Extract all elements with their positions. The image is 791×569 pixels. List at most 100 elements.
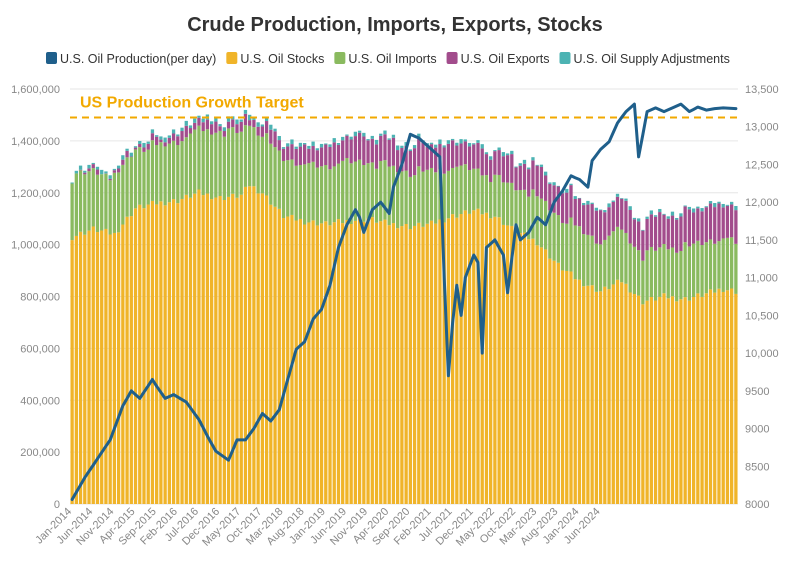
bar-imports	[721, 238, 725, 292]
bar-stocks	[467, 213, 472, 504]
bar-exports	[675, 219, 679, 253]
bar-exports	[404, 145, 408, 171]
bar-adjustments	[104, 171, 108, 174]
bar-stocks	[527, 239, 531, 504]
bar-imports	[459, 165, 463, 215]
bar-exports	[379, 135, 383, 161]
bar-exports	[620, 198, 624, 230]
bar-stocks	[734, 293, 738, 504]
bar-imports	[556, 215, 560, 263]
bar-adjustments	[412, 145, 417, 149]
bar-imports	[535, 196, 539, 246]
bar-adjustments	[459, 139, 463, 144]
bar-exports	[155, 136, 159, 146]
bar-imports	[531, 189, 535, 239]
bar-adjustments	[632, 217, 637, 220]
legend-item[interactable]: U.S. Oil Imports	[334, 52, 437, 66]
bar-exports	[514, 167, 518, 191]
bar-stocks	[531, 238, 535, 504]
bar-stocks	[121, 224, 125, 504]
bar-exports	[205, 119, 210, 130]
bar-exports	[586, 204, 590, 235]
bar-adjustments	[713, 203, 717, 208]
bar-exports	[645, 218, 649, 251]
bar-adjustments	[319, 143, 324, 148]
bar-imports	[577, 226, 582, 280]
bar-imports	[480, 175, 484, 215]
bar-imports	[518, 190, 522, 234]
bar-stocks	[717, 288, 721, 504]
bar-adjustments	[480, 144, 484, 149]
bar-stocks	[138, 204, 142, 504]
bar-imports	[510, 182, 514, 226]
bar-imports	[408, 176, 412, 230]
bar-stocks	[332, 222, 336, 504]
bar-imports	[193, 129, 197, 194]
bar-imports	[260, 136, 265, 194]
bar-exports	[730, 204, 734, 238]
bar-adjustments	[100, 169, 104, 175]
bar-stocks	[620, 282, 624, 504]
bar-stocks	[142, 208, 146, 504]
bar-exports	[649, 214, 653, 247]
bar-exports	[133, 147, 138, 150]
legend-item[interactable]: U.S. Oil Stocks	[226, 52, 324, 66]
legend-item[interactable]: U.S. Oil Exports	[446, 52, 550, 66]
bar-stocks	[539, 247, 544, 504]
bar-stocks	[463, 210, 467, 504]
bar-adjustments	[70, 182, 74, 184]
bar-stocks	[383, 219, 387, 504]
bar-imports	[730, 237, 734, 289]
bar-imports	[442, 173, 446, 223]
right-axis-tick: 9000	[745, 424, 769, 436]
bar-adjustments	[417, 133, 421, 139]
bar-stocks	[535, 245, 539, 504]
bar-exports	[467, 146, 472, 171]
bar-stocks	[425, 223, 429, 504]
bar-adjustments	[641, 229, 645, 231]
bar-imports	[463, 164, 467, 211]
bar-stocks	[725, 290, 730, 504]
bar-stocks	[565, 270, 569, 504]
bar-stocks	[653, 300, 658, 504]
bar-adjustments	[531, 157, 535, 161]
bar-adjustments	[620, 198, 624, 199]
bar-exports	[319, 147, 324, 167]
bar-adjustments	[539, 164, 544, 167]
left-axis-tick: 800,000	[20, 292, 60, 304]
bar-adjustments	[277, 136, 281, 141]
bar-imports	[598, 244, 603, 292]
bar-stocks	[666, 298, 670, 504]
bar-stocks	[252, 186, 256, 504]
bar-imports	[100, 174, 104, 231]
bar-stocks	[264, 195, 269, 504]
bar-imports	[582, 234, 586, 287]
bar-adjustments	[666, 216, 670, 219]
bar-imports	[632, 246, 637, 295]
bar-imports	[548, 210, 552, 259]
bar-exports	[235, 124, 239, 133]
right-axis-tick: 11,500	[745, 235, 778, 247]
bar-exports	[691, 212, 696, 244]
bar-exports	[222, 131, 226, 137]
bar-adjustments	[535, 164, 539, 166]
bar-stocks	[586, 285, 590, 504]
bar-exports	[653, 216, 658, 251]
bar-exports	[214, 121, 218, 133]
bar-adjustments	[691, 208, 696, 213]
bar-adjustments	[662, 213, 666, 215]
bar-imports	[421, 171, 425, 227]
bar-exports	[421, 142, 425, 172]
bar-adjustments	[653, 215, 658, 217]
bar-adjustments	[649, 210, 653, 215]
bar-imports	[264, 133, 269, 196]
bar-adjustments	[484, 152, 489, 155]
legend-item[interactable]: U.S. Oil Supply Adjustments	[559, 52, 730, 66]
bar-imports	[383, 160, 387, 220]
bar-stocks	[713, 292, 717, 504]
legend-item[interactable]: U.S. Oil Production(per day)	[46, 52, 216, 66]
bar-adjustments	[286, 143, 290, 147]
bar-exports	[273, 131, 277, 148]
bar-adjustments	[505, 153, 510, 156]
bar-imports	[324, 165, 328, 222]
